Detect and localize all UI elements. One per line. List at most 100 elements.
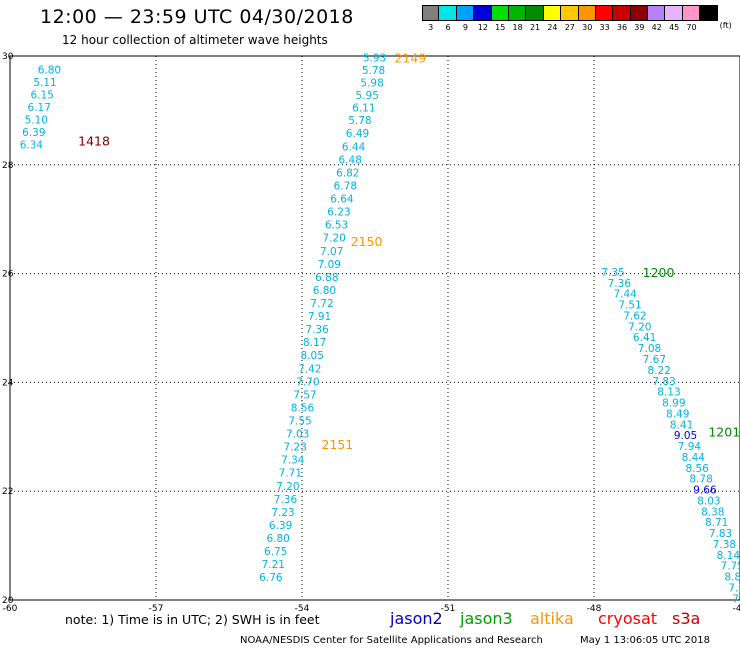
wave-height-label: 8.41 [670, 419, 693, 431]
wave-height-label: 6.17 [28, 102, 51, 114]
legend-bin-label: 21 [529, 23, 541, 32]
wave-height-label: 7.23 [284, 442, 307, 454]
legend-swatch [665, 5, 683, 21]
legend-bin: 6 [439, 5, 457, 32]
legend-swatch [526, 5, 544, 21]
wave-height-label: 7.34 [281, 455, 305, 467]
map-title: 12:00 — 23:59 UTC 04/30/2018 [40, 6, 354, 28]
wave-height-label: 8.03 [697, 495, 720, 507]
wave-height-label: 7.20 [322, 233, 345, 245]
wave-height-label: 6.44 [342, 141, 366, 153]
legend-bin: 12 [474, 5, 492, 32]
wave-height-label: 7.83 [652, 376, 675, 388]
wave-height-label: 7.03 [286, 429, 309, 441]
legend-bin: 36 [613, 5, 631, 32]
legend-bin-label: 33 [599, 23, 610, 32]
wave-height-label: 9.05 [674, 430, 697, 442]
legend-bin: 15 [491, 5, 509, 32]
wave-height-label: 8.38 [701, 506, 724, 518]
wave-height-label: 6.80 [38, 65, 61, 77]
legend-bin-label: 42 [651, 23, 662, 32]
wave-height-label: 7.72 [310, 298, 333, 310]
satellite-altika: altika [530, 609, 574, 628]
legend-bin-label: 18 [512, 23, 523, 32]
wave-height-label: 6.39 [269, 520, 292, 532]
legend-swatch [422, 5, 440, 21]
legend-bin: 18 [508, 5, 527, 32]
wave-height-label: 7.20 [276, 481, 299, 493]
wave-height-label: 6.78 [334, 180, 357, 192]
wave-height-label: 6.53 [325, 220, 348, 232]
legend-bin-label: 12 [477, 23, 488, 32]
wave-height-label: 7.57 [293, 389, 316, 401]
wave-height-label: 5.98 [360, 78, 383, 90]
satellite-cryosat: cryosat [598, 609, 658, 628]
wave-height-label: 7.08 [638, 343, 661, 355]
legend-bin-label: 39 [634, 23, 645, 32]
legend-bin: 27 [561, 5, 579, 32]
lat-tick-label: 22 [2, 487, 13, 497]
legend-swatch [578, 5, 596, 21]
lon-tick-label: -57 [149, 604, 164, 614]
wave-height-label: 7.55 [288, 415, 311, 427]
wave-height-label: 8.14 [717, 550, 740, 562]
satellite-s3a: s3a [672, 609, 701, 628]
lat-tick-label: 20 [2, 596, 14, 606]
wave-height-label: 8.13 [657, 387, 680, 399]
wave-height-label: 8.78 [689, 474, 712, 486]
generated-timestamp: May 1 13:06:05 UTC 2018 [580, 635, 710, 646]
legend-unit: (ft) [719, 21, 732, 30]
pass-time-label: 1201 [708, 424, 740, 439]
wave-height-label: 7.67 [643, 354, 666, 366]
legend-bin: 9 [456, 5, 475, 32]
wave-height-label: 7.09 [318, 259, 341, 271]
wave-height-label: 8.49 [666, 408, 689, 420]
wave-height-label: 8.56 [685, 463, 709, 475]
wave-height-label: 6.48 [339, 154, 362, 166]
legend-swatch [543, 5, 562, 21]
wave-height-label: 6.34 [20, 140, 44, 152]
legend-swatch [561, 5, 579, 21]
wave-height-label: 8.05 [301, 350, 324, 362]
wave-height-label: 5.78 [362, 65, 385, 77]
map-subtitle: 12 hour collection of altimeter wave hei… [62, 33, 328, 47]
legend-swatch [439, 5, 457, 21]
wave-height-label: 6.23 [327, 207, 350, 219]
wave-height-label: 6.80 [266, 533, 289, 545]
wave-height-label: 7.23 [271, 507, 294, 519]
legend-bin: 39 [630, 5, 649, 32]
lon-tick-label: -45 [733, 604, 740, 614]
satellite-jason3: jason3 [460, 609, 513, 628]
wave-height-label: 6.15 [30, 90, 53, 102]
legend-bin-label: 9 [462, 23, 469, 32]
legend-bin: 21 [526, 5, 544, 32]
wave-height-label: 9.66 [693, 485, 717, 497]
wave-height-label: 8.71 [705, 517, 728, 529]
wave-height-label: 6.88 [315, 272, 338, 284]
wave-height-label: 8.99 [662, 398, 685, 410]
wave-height-label: 7.20 [628, 321, 651, 333]
lon-tick-label: -54 [295, 604, 310, 614]
wave-height-label: 5.95 [356, 90, 379, 102]
legend-bin-label: 36 [616, 23, 628, 32]
wave-height-label: 7.42 [298, 363, 321, 375]
wave-height-label: 7.51 [618, 300, 641, 312]
axis-tick-labels: -60 -57 -54 -51 -48 -45 20 22 24 26 28 30 [2, 52, 740, 614]
legend-swatch [491, 5, 509, 21]
pass-time-label: 2150 [351, 234, 383, 249]
wave-height-label: 6.49 [346, 128, 369, 140]
wave-height-label: 7.35 [601, 267, 624, 279]
legend-bin: 42 [648, 5, 666, 32]
wave-height-label: 5.11 [33, 77, 56, 89]
satellite-jason2: jason2 [390, 609, 443, 628]
wave-height-label: 8.17 [303, 337, 326, 349]
legend-bin-label: 6 [445, 23, 451, 32]
wave-height-label: 7.91 [308, 311, 331, 323]
legend-bin: 30 [578, 5, 596, 32]
legend-swatch [700, 5, 718, 21]
wave-height-label: 5.93 [363, 53, 386, 65]
legend-swatch [456, 5, 475, 21]
lat-lon-grid [10, 56, 740, 600]
legend-bin-label: 3 [428, 23, 434, 32]
